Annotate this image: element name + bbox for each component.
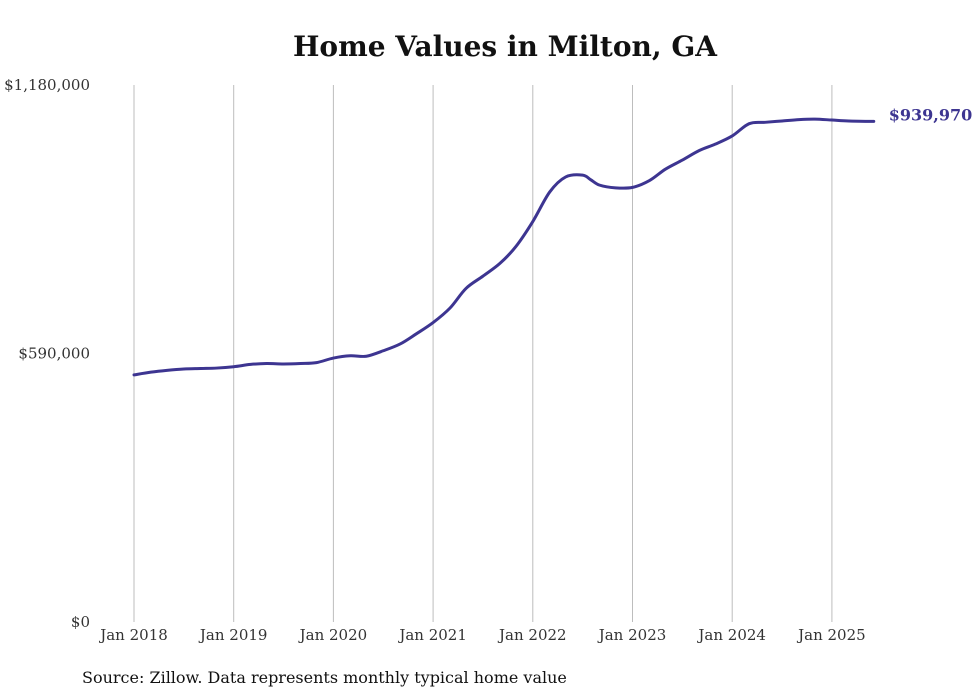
x-tick-label: Jan 2024	[696, 626, 766, 644]
x-tick-label: Jan 2021	[397, 626, 467, 644]
x-tick-label: Jan 2019	[198, 626, 268, 644]
x-tick-label: Jan 2023	[597, 626, 667, 644]
chart-title: Home Values in Milton, GA	[292, 30, 718, 63]
y-tick-label: $0	[71, 613, 90, 631]
source-note: Source: Zillow. Data represents monthly …	[82, 668, 567, 687]
x-tick-label: Jan 2025	[796, 626, 866, 644]
x-tick-label: Jan 2020	[298, 626, 368, 644]
x-axis-tick-labels: Jan 2018 Jan 2019 Jan 2020 Jan 2021 Jan 2022…	[98, 626, 865, 644]
y-tick-label: $1,180,000	[4, 76, 90, 94]
gridlines	[133, 85, 833, 622]
y-tick-label: $590,000	[18, 345, 90, 363]
series-line	[132, 117, 876, 377]
y-axis-tick-labels: $0 $590,000 $1,180,000	[4, 76, 90, 631]
series-layer	[132, 117, 876, 377]
x-tick-label: Jan 2022	[497, 626, 567, 644]
x-tick-label: Jan 2018	[98, 626, 168, 644]
end-value-label: $939,970	[889, 105, 973, 124]
